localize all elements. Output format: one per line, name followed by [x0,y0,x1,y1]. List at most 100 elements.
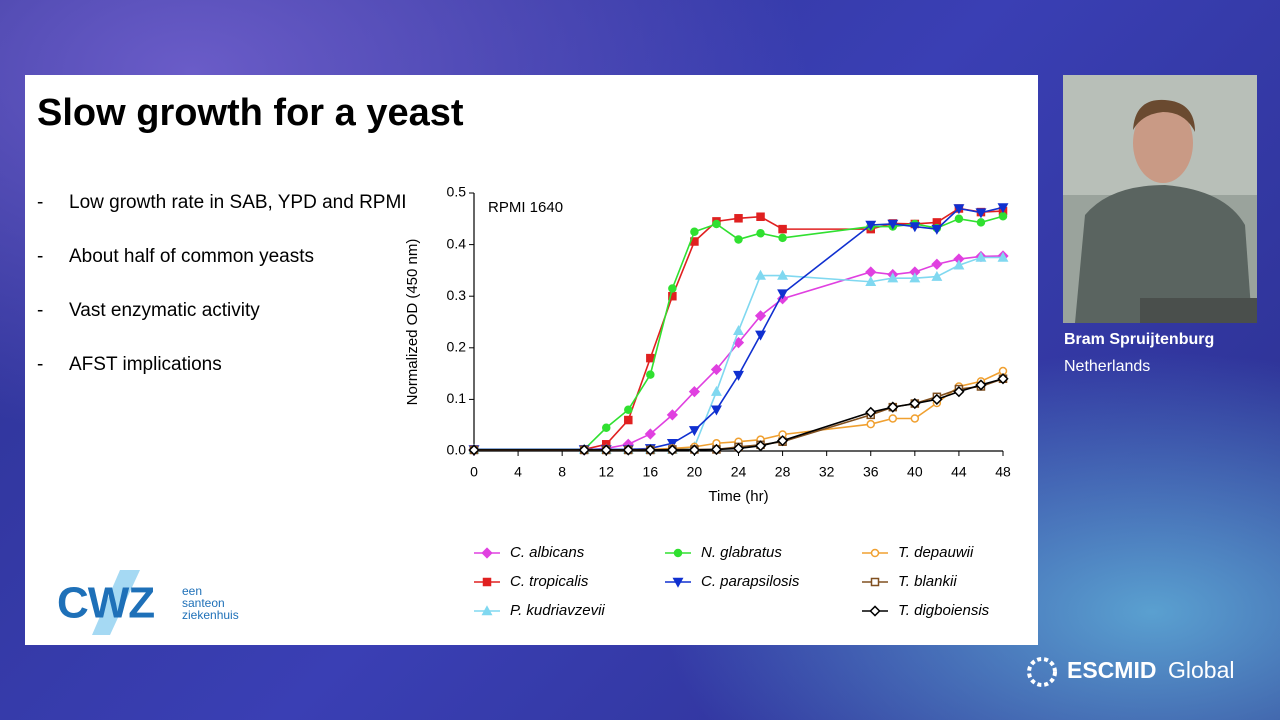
point [734,214,743,223]
point [777,269,789,280]
legend-label: T. digboiensis [898,602,990,619]
x-tick-label: 28 [775,464,791,480]
x-tick-label: 24 [731,464,747,480]
event-logo: ESCMID Global [1027,657,1234,687]
cwz-logo: CWZ een santeon ziekenhuis [57,570,239,635]
point [756,228,765,238]
point [887,272,899,283]
bullet-marker: - [37,192,43,213]
legend-label: T. blankii [898,573,957,590]
point [887,219,899,230]
bullet-text: About half of common yeasts [69,246,314,267]
x-tick-label: 8 [558,464,566,480]
point [931,258,943,270]
speaker-video [1063,75,1257,323]
point [953,386,965,398]
x-tick-label: 16 [643,464,659,480]
point [976,218,986,227]
bullet-text: Vast enzymatic activity [69,300,260,321]
chart: 0.00.10.20.30.40.50 4 8 12 16 20 24 28 32 36 40 44 4… [404,184,1011,619]
point [975,379,987,391]
legend-marker [870,577,880,587]
point [578,444,590,456]
point [602,423,611,433]
x-tick-label: 12 [598,464,614,480]
point [909,222,921,233]
point [666,409,678,421]
podium [1140,298,1257,323]
legend-marker [481,547,493,559]
x-tick-label: 36 [863,464,879,480]
point [624,405,633,414]
point [646,370,655,379]
point [710,385,722,396]
point [865,275,877,287]
point [755,330,767,341]
point [887,401,899,413]
point [931,224,943,235]
point [755,269,767,280]
x-tick-label: 48 [995,464,1011,480]
x-tick-label: 40 [907,464,923,480]
point [754,440,767,452]
event-logo-name: ESCMID [1067,657,1156,683]
point [997,203,1009,214]
point [666,444,678,456]
y-axis-label: Normalized OD (450 nm) [404,239,421,406]
point [668,284,677,293]
point [998,211,1008,221]
bullet-text: AFST implications [69,354,222,375]
logo-tagline: santeon [182,596,225,610]
logo-shape [92,570,140,635]
point [644,444,656,456]
bullet-text: Low growth rate in SAB, YPD and RPMI [69,192,407,213]
annotation: RPMI 1640 [488,199,563,216]
x-tick-label: 0 [470,464,478,480]
legend-label: C. albicans [510,544,585,561]
point [866,419,875,429]
speaker-hair [1133,99,1195,132]
point [953,204,965,215]
legend-marker [482,577,492,587]
bullet-marker: - [37,354,43,375]
x-tick-label: 32 [819,464,835,480]
x-tick-label: 4 [514,464,522,480]
point [997,251,1009,262]
y-tick-label: 0.3 [447,287,467,303]
point [754,310,767,322]
legend-marker [673,548,683,558]
x-tick-label: 44 [951,464,967,480]
legend-label: P. kudriavzevii [510,602,605,619]
slide-title: Slow growth for a yeast [37,92,464,134]
x-tick-label: 20 [687,464,703,480]
point [710,443,723,456]
point [732,442,745,455]
point [778,233,787,243]
point [644,428,656,440]
point [690,227,699,236]
point [733,325,744,336]
event-logo-icon [1027,657,1057,687]
point [865,220,877,231]
point [778,224,787,234]
y-tick-label: 0.0 [447,442,467,458]
point [888,414,898,423]
point [756,212,765,221]
legend-label: C. tropicalis [510,573,589,590]
point [624,415,633,425]
point [688,386,701,398]
point [666,439,678,450]
bullet-marker: - [37,300,43,321]
point [688,426,700,437]
point [931,270,943,281]
logo-tagline: ziekenhuis [182,608,239,622]
point [953,259,965,270]
point [954,214,964,224]
point [646,353,655,363]
point [909,272,921,283]
logo-tagline: een [182,584,202,598]
point [777,289,789,300]
y-tick-label: 0.1 [447,390,467,406]
